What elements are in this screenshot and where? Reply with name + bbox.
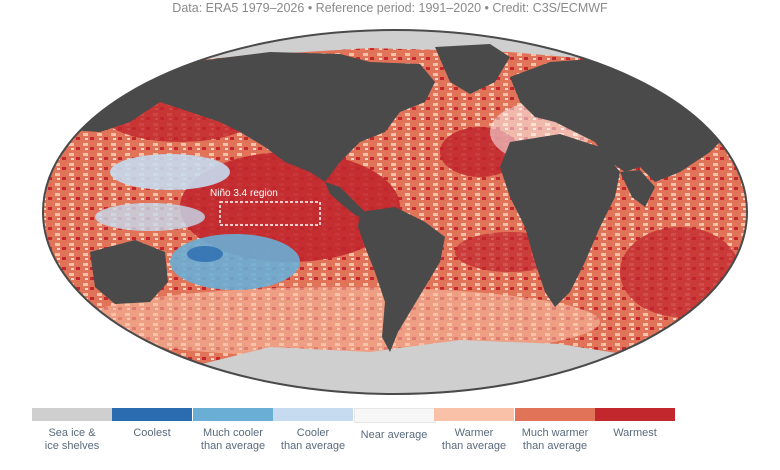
- legend-swatch: [32, 408, 112, 421]
- world-map: Niño 3.4 region: [40, 22, 750, 402]
- anomaly-warmest-indian: [620, 227, 740, 317]
- legend-swatch: [273, 408, 353, 421]
- legend-label: Coolest: [133, 427, 171, 439]
- land-central-america: [325, 182, 365, 217]
- anomaly-warmer-south: [80, 287, 600, 357]
- credit-line: Data: ERA5 1979–2026 • Reference period:…: [172, 1, 608, 15]
- legend-item: Coolest: [112, 408, 192, 440]
- legend-label: Sea ice & ice shelves: [44, 427, 100, 452]
- land-greenland: [435, 44, 510, 94]
- legend-item: Cooler than average: [273, 408, 353, 453]
- legend-item: Sea ice & ice shelves: [32, 408, 112, 453]
- legend-label: Much cooler than average: [200, 427, 266, 452]
- anomaly-cooler-nw: [110, 154, 230, 190]
- legend-label: Warmer than average: [441, 427, 507, 452]
- anomaly-coolest: [187, 246, 223, 262]
- legend-swatch: [515, 408, 595, 421]
- land-australia: [90, 240, 168, 304]
- globe-outline: [42, 29, 748, 395]
- anomaly-cooler-w: [95, 203, 205, 231]
- legend-item: Much warmer than average: [515, 408, 595, 453]
- legend-item: Warmer than average: [434, 408, 514, 453]
- legend-swatch: [434, 408, 514, 421]
- land-north-america: [60, 52, 435, 182]
- nino34-region-label: Niño 3.4 region: [210, 188, 278, 199]
- legend-label: Much warmer than average: [521, 427, 589, 452]
- legend-label: Near average: [360, 429, 428, 441]
- nino34-region-box: [219, 201, 321, 226]
- legend-label: Warmest: [613, 427, 657, 439]
- legend-label: Cooler than average: [280, 427, 346, 452]
- legend-swatch: [595, 408, 675, 421]
- legend-item: Much cooler than average: [193, 408, 273, 453]
- anomaly-much-cooler-sw: [170, 234, 300, 290]
- legend-swatch: [193, 408, 273, 421]
- legend: Sea ice & ice shelves Coolest Much cooler …: [30, 408, 750, 468]
- legend-item: Near average: [354, 408, 436, 442]
- map-svg: Niño 3.4 region: [42, 29, 748, 395]
- legend-item: Warmest: [595, 408, 675, 440]
- land-south-america: [358, 207, 445, 352]
- legend-swatch: [112, 408, 192, 421]
- legend-swatch: [354, 408, 436, 423]
- land-africa: [500, 134, 620, 307]
- land-india: [620, 170, 655, 207]
